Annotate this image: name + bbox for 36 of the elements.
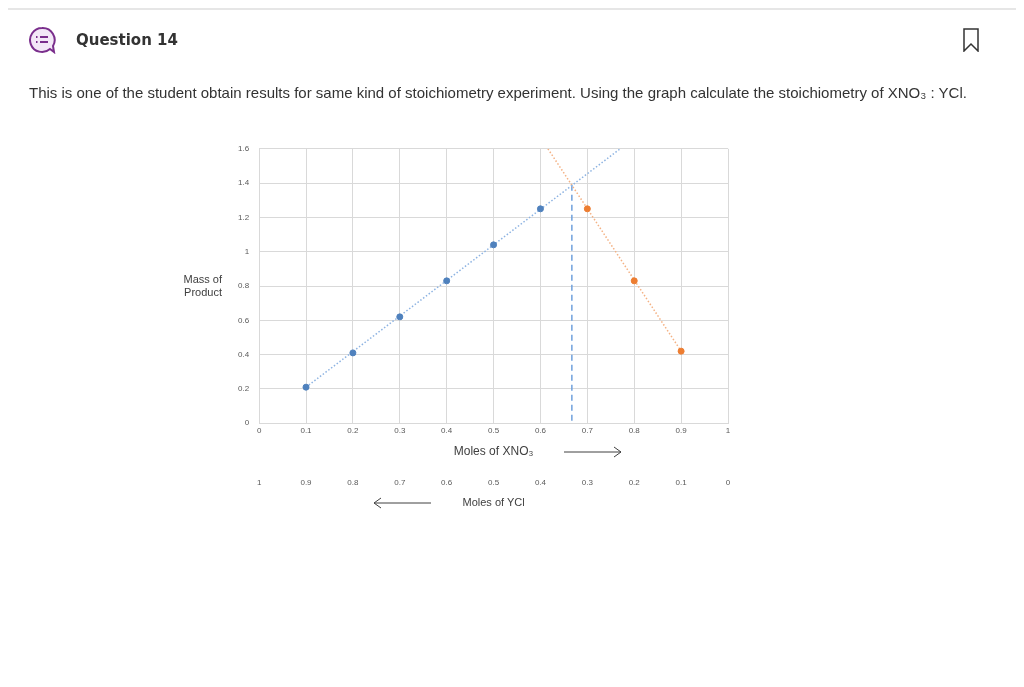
x-tick-label: 0.7: [581, 426, 594, 436]
chart-subtitle: This is one of the student obtain results for same kind of stoichiometry experiment. Using the graph calculate the stoichiometry of XNO₃ : YCl.: [29, 83, 968, 103]
x-tick-label: 0.2: [347, 426, 360, 436]
x-tick-label: 0.5: [488, 426, 500, 436]
x-tick-label: 0.4: [441, 426, 453, 436]
x2-tick-label: 0.1: [675, 478, 688, 488]
x2-tick-label: 1: [256, 478, 262, 488]
y-tick-label: 1.4: [238, 178, 250, 188]
y-axis-title: Mass of Product: [183, 272, 223, 298]
x2-tick-label: 0.7: [394, 478, 406, 488]
x2-tick-label: 0.9: [300, 478, 313, 488]
x2-tick-label: 0.5: [488, 478, 500, 488]
x2-tick-label: 0.6: [441, 478, 453, 488]
y-tick-label: 0.2: [238, 384, 250, 394]
y-tick-label: 0.8: [238, 281, 250, 291]
x2-tick-label: 0.4: [534, 478, 547, 488]
text: Question 14: [76, 31, 178, 49]
y-tick-label: 1.2: [238, 212, 250, 222]
x-axis-title: Moles of XNO₃: [453, 444, 534, 459]
x-tick-label: 0: [256, 426, 262, 436]
x-tick-label: 0.8: [628, 426, 641, 436]
x-tick-label: 1: [725, 426, 731, 436]
y-tick-label: 1.6: [238, 144, 250, 153]
x2-tick-label: 0: [725, 478, 731, 488]
x2-tick-label: 0.2: [628, 478, 641, 488]
y-tick-label: 0.6: [238, 315, 250, 325]
x-tick-label: 0.9: [675, 426, 688, 436]
x2-tick-label: 0.3: [581, 478, 594, 488]
x2-axis-title: Moles of YCl: [462, 496, 525, 509]
x-tick-label: 0.6: [534, 426, 547, 436]
x-tick-label: 0.1: [300, 426, 313, 436]
x2-tick-label: 0.8: [347, 478, 360, 488]
y-tick-label: 0.4: [238, 349, 250, 359]
x-tick-label: 0.3: [394, 426, 406, 436]
y-tick-label: 1: [244, 246, 250, 256]
y-tick-label: 0: [244, 418, 250, 428]
